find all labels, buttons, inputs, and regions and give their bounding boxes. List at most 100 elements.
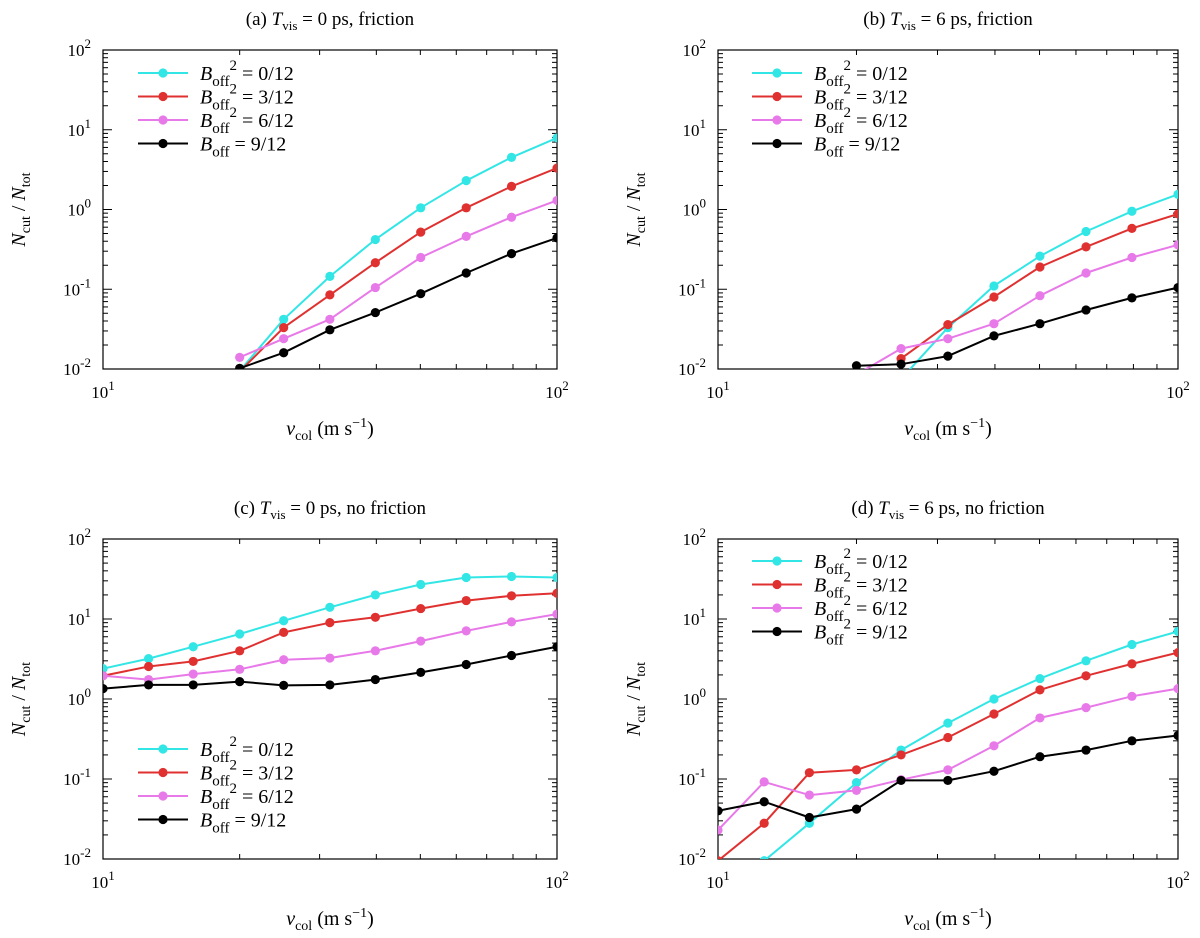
legend-marker	[772, 68, 782, 78]
data-point	[989, 319, 999, 329]
data-point	[1081, 703, 1091, 713]
legend-marker	[158, 791, 168, 801]
data-point	[506, 650, 517, 661]
y-tick-label: 102	[683, 36, 707, 60]
data-point	[235, 664, 245, 674]
data-point	[851, 785, 862, 796]
data-point	[461, 572, 471, 583]
y-tick-label: 100	[683, 685, 707, 709]
data-point	[1035, 291, 1045, 301]
data-point	[506, 181, 517, 191]
data-point	[989, 292, 999, 302]
data-point	[1081, 268, 1091, 278]
data-point	[552, 233, 557, 243]
plot-frame	[717, 538, 1179, 860]
legend-label: Boff2 = 3/12	[814, 570, 908, 602]
data-point	[851, 361, 862, 369]
y-tick-label: 10-1	[63, 275, 91, 299]
data-point	[370, 612, 380, 622]
legend-marker	[158, 744, 168, 754]
legend-label: Boff2 = 0/12	[814, 546, 908, 578]
y-tick-label: 102	[683, 525, 707, 549]
data-point	[1173, 282, 1178, 293]
data-point	[851, 778, 862, 788]
data-point	[1173, 240, 1178, 250]
x-tick-label: 101	[91, 868, 115, 892]
axis-ticks	[102, 539, 557, 860]
data-point	[235, 646, 245, 656]
data-point	[552, 572, 557, 583]
y-tick-label: 102	[68, 36, 92, 60]
data-point	[103, 671, 108, 681]
data-point	[1081, 226, 1091, 237]
series-line	[239, 199, 557, 359]
y-tick-label: 10-2	[678, 845, 706, 869]
y-axis-label: Ncut / Ntot	[623, 172, 649, 247]
series-line	[240, 167, 557, 369]
data-point	[943, 320, 953, 330]
x-axis-label: vcol (m s−1)	[904, 416, 992, 444]
y-tick-label: 10-2	[63, 845, 91, 869]
legend-marker	[158, 68, 168, 78]
data-point	[759, 818, 769, 828]
data-point	[1035, 251, 1045, 261]
data-point	[851, 765, 862, 775]
data-point	[718, 825, 723, 835]
data-point	[718, 806, 723, 816]
legend-label: Boff2 = 3/12	[200, 758, 294, 790]
legend-marker	[158, 767, 168, 778]
series-line	[908, 193, 1178, 369]
panel-title: (a) Tvis = 0 ps, friction	[246, 9, 415, 33]
series-line	[864, 243, 1178, 369]
data-point	[325, 271, 335, 281]
legend-label: Boff2 = 3/12	[200, 82, 294, 114]
data-point	[552, 609, 557, 619]
plot-frame	[102, 49, 558, 370]
panel-title: (d) Tvis = 6 ps, no friction	[851, 498, 1045, 522]
legend-marker	[158, 138, 168, 149]
data-point	[943, 351, 953, 361]
data-point	[989, 709, 999, 719]
data-point	[416, 252, 426, 263]
data-point	[235, 677, 245, 687]
x-tick-label: 101	[706, 868, 730, 892]
data-point	[279, 627, 289, 637]
series-group	[103, 571, 557, 694]
x-tick-label: 102	[545, 378, 569, 402]
data-point	[461, 268, 471, 278]
data-point	[235, 629, 245, 639]
legend-marker	[772, 626, 782, 637]
data-point	[1081, 242, 1091, 252]
data-point	[1081, 305, 1091, 315]
data-point	[1035, 752, 1045, 762]
data-point	[1173, 730, 1178, 741]
data-point	[943, 732, 953, 743]
data-point	[1081, 671, 1091, 681]
y-tick-label: 101	[683, 116, 707, 140]
data-point	[279, 314, 289, 324]
legend-label: Boff2 = 6/12	[200, 781, 294, 813]
data-point	[188, 656, 198, 667]
data-point	[461, 231, 471, 241]
y-tick-label: 100	[68, 685, 92, 709]
data-point	[1035, 262, 1045, 272]
data-point	[325, 618, 335, 628]
data-point	[325, 602, 335, 612]
series-line	[764, 630, 1178, 859]
y-tick-label: 100	[683, 196, 707, 220]
legend-label: Boff = 9/12	[814, 134, 900, 161]
data-point	[1127, 691, 1137, 701]
data-point	[1127, 659, 1137, 669]
x-axis-label: vcol (m s−1)	[286, 416, 374, 444]
y-axis-label: Ncut / Ntot	[8, 172, 34, 247]
data-point	[1173, 626, 1178, 636]
data-point	[416, 603, 426, 614]
data-point	[1081, 656, 1091, 666]
series-group	[235, 133, 557, 369]
data-point	[416, 636, 426, 646]
